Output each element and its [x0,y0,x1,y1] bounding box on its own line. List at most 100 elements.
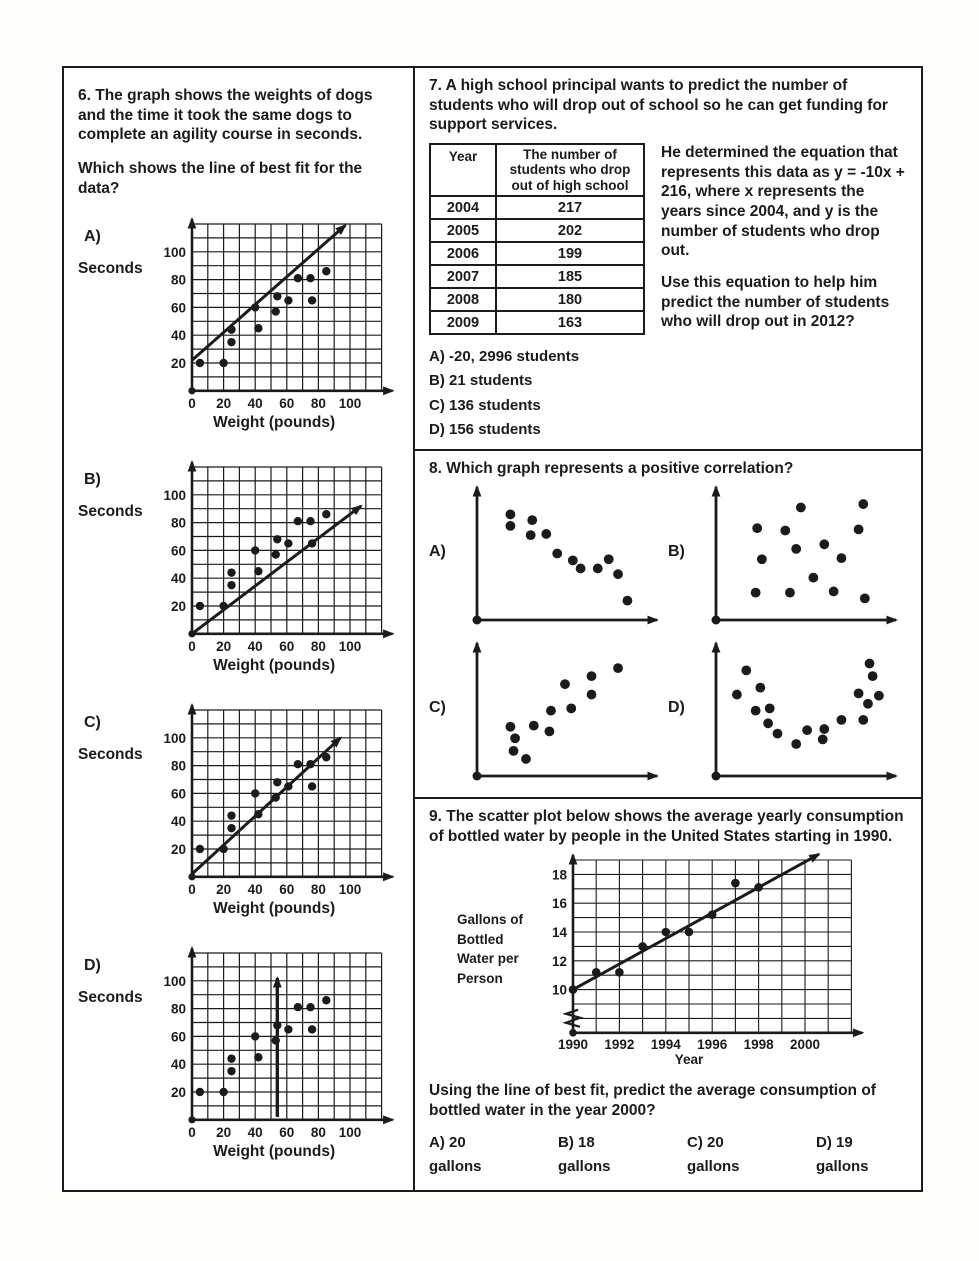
q6-option-c-label: C) [84,714,101,732]
svg-text:20: 20 [171,1085,186,1100]
svg-text:2000: 2000 [790,1037,820,1052]
q7-option: D) 156 students [429,421,541,439]
svg-text:80: 80 [311,639,326,654]
q7-paragraph-2: Use this equation to help him predict th… [661,274,890,331]
q8-plot-grid: A) B) C) D) [429,483,907,789]
svg-text:80: 80 [171,273,186,288]
q7-table-body: 2004 217 2005 202 2006 199 2007 185 2008 180 2009 1… [429,195,645,336]
svg-text:60: 60 [279,396,294,411]
q7-table-cell: 2009 [429,310,497,336]
svg-text:80: 80 [171,1002,186,1017]
q9-ylabel: Gallons of Bottled Water per Person [457,910,543,1073]
q8-plot-a-label: A) [429,542,446,560]
q7-prompt: 7. A high school principal wants to pred… [429,77,888,134]
q7-table-row: 2006 199 [429,241,645,267]
svg-text:100: 100 [163,245,186,260]
question-8-panel: 8. Which graph represents a positive cor… [415,449,921,797]
q6-option-d-side: D) Seconds [78,943,150,1162]
q9-option: B) 18 gallons [558,1133,611,1175]
q7-paragraph-1-pre: He determined the equation that represen… [661,144,898,181]
right-column: 7. A high school principal wants to pred… [415,68,921,1190]
q6-ylabel-seconds: Seconds [78,989,143,1007]
svg-text:10: 10 [552,983,567,998]
svg-text:100: 100 [339,396,362,411]
svg-text:40: 40 [248,1125,263,1140]
q7-side-text: He determined the equation that represen… [661,143,907,332]
q8-plot-d [711,640,898,781]
q8-plot-c [472,640,659,781]
q7-paragraph-1: He determined the equation that represen… [661,143,907,261]
q6-ylabel-seconds: Seconds [78,746,143,764]
q7-table-cell: 2005 [429,218,497,244]
svg-text:60: 60 [171,787,186,802]
svg-text:60: 60 [171,301,186,316]
svg-text:80: 80 [171,516,186,531]
q6-question: Which shows the line of best fit for the… [78,160,363,197]
q6-prompt: 6. The graph shows the weights of dogs a… [78,87,373,144]
svg-text:Weight (pounds): Weight (pounds) [213,1143,335,1160]
q6-option-b-label: B) [84,471,101,489]
q9-question: Using the line of best fit, predict the … [429,1082,876,1120]
q9-ylabel-line-1: Gallons of [457,912,524,928]
svg-text:80: 80 [311,396,326,411]
q8-plot-b-block: B) [668,483,907,633]
svg-text:1998: 1998 [744,1037,775,1052]
q9-ylabel-line-3: Water per [457,951,519,967]
svg-text:0: 0 [188,1125,196,1140]
svg-text:18: 18 [552,868,568,883]
q9-option: D) 19 gallons [816,1133,869,1175]
svg-text:1994: 1994 [651,1037,682,1052]
q6-ylabel-seconds: Seconds [78,260,143,278]
q6-option-a-label: A) [84,228,101,246]
svg-text:1990: 1990 [558,1037,588,1052]
svg-text:20: 20 [216,639,231,654]
q9-option: C) 20 gallons [687,1133,740,1175]
svg-text:100: 100 [163,488,186,503]
q9-scatter-plot: 10 12 14 16 18 1990 1992 1994 1996 1998 2000 Year [552,853,865,1067]
svg-text:20: 20 [216,396,231,411]
q6-option-d-label: D) [84,957,101,975]
q9-chart-block: Gallons of Bottled Water per Person 10 12… [457,852,907,1073]
q6-graph-a: 20 40 60 80 100 0 20 40 60 80 100 Weight (pounds) [163,217,395,431]
q7-table-cell: 2008 [429,287,497,313]
svg-text:Weight (pounds): Weight (pounds) [213,900,335,917]
svg-text:Weight (pounds): Weight (pounds) [213,414,335,431]
q6-option-c-side: C) Seconds [78,700,150,919]
svg-text:80: 80 [171,759,186,774]
svg-text:40: 40 [248,639,263,654]
question-9-panel: 9. The scatter plot below shows the aver… [415,797,921,1190]
q7-table-row: 2008 180 [429,287,645,313]
svg-text:20: 20 [216,882,231,897]
svg-text:80: 80 [311,882,326,897]
q7-table-cell: 180 [495,287,645,313]
q6-ylabel-seconds: Seconds [78,503,143,521]
q8-plot-d-label: D) [668,698,685,716]
q8-plot-c-block: C) [429,639,668,789]
q8-plot-d-block: D) [668,639,907,789]
q7-table-header-row: Year The number of students who drop out… [429,143,645,198]
q9-options: A) 20 gallons B) 18 gallons C) 20 gallons D… [429,1131,907,1180]
svg-text:Year: Year [675,1052,704,1067]
svg-text:14: 14 [552,925,568,940]
q8-plot-a-block: A) [429,483,668,633]
svg-text:40: 40 [171,1058,186,1073]
q6-graph-d: 20 40 60 80 100 0 20 40 60 80 100 Weight (pounds) [163,946,395,1160]
svg-text:40: 40 [171,329,186,344]
q7-table-header-students: The number of students who drop out of h… [495,143,645,198]
svg-text:0: 0 [188,396,196,411]
svg-text:40: 40 [171,572,186,587]
q7-paragraph-1-post: , where x represents the years since 200… [661,183,880,260]
q7-table-row: 2009 163 [429,310,645,336]
q7-table-row: 2007 185 [429,264,645,290]
q7-table-row: 2004 217 [429,195,645,221]
svg-text:100: 100 [339,639,362,654]
q6-option-a-side: A) Seconds [78,214,150,433]
q7-table-cell: 2007 [429,264,497,290]
q7-table-cell: 202 [495,218,645,244]
q6-graph-c: 20 40 60 80 100 0 20 40 60 80 100 Weight (pounds) [163,703,395,917]
svg-text:100: 100 [339,1125,362,1140]
q9-ylabel-line-2: Bottled [457,931,504,947]
svg-text:60: 60 [279,639,294,654]
q6-option-a: A) Seconds 20 40 60 80 100 0 20 40 60 80 100 Weight… [78,214,403,433]
svg-text:100: 100 [163,974,186,989]
